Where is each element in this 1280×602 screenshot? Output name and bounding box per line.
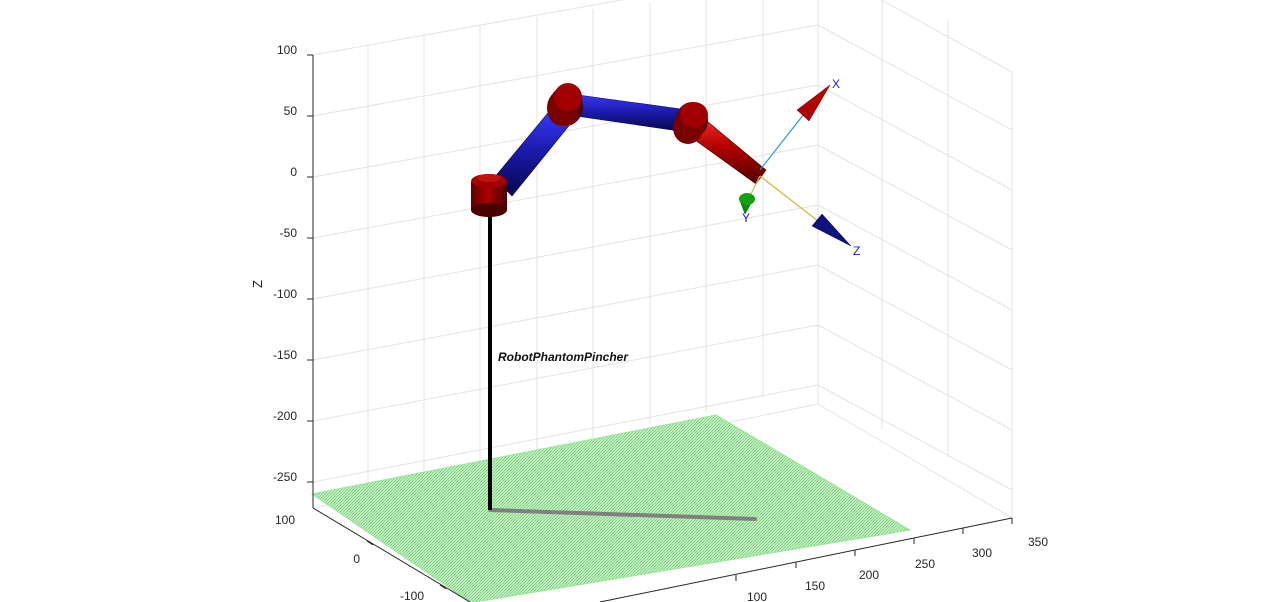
robot-joint-elbow — [673, 102, 708, 144]
end-effector-frame: X Y Z — [738, 77, 860, 258]
z-tick-label: -250 — [273, 470, 297, 484]
frame-z-label: Z — [853, 244, 860, 258]
y-tick-label: 100 — [747, 590, 767, 602]
y-tick-label: 150 — [805, 579, 825, 593]
frame-x-arrow-icon — [796, 84, 831, 122]
y-tick-label: 250 — [915, 557, 935, 571]
robot-joint-shoulder — [547, 83, 583, 126]
y-axis-ticks: 100 150 200 250 300 350 — [735, 518, 1048, 602]
x-tick-label: 100 — [275, 513, 295, 527]
x-axis-ticks: 100 0 -100 — [275, 513, 447, 602]
z-tick-label: -100 — [273, 287, 297, 301]
frame-y-label: Y — [742, 211, 750, 225]
robot-joint-base — [471, 174, 507, 217]
z-tick-label: -150 — [273, 348, 297, 362]
z-tick-label: 100 — [277, 43, 297, 57]
y-tick-label: 200 — [859, 568, 879, 582]
robot-shadow — [488, 508, 757, 521]
z-tick-label: -200 — [273, 409, 297, 423]
z-tick-label: 0 — [290, 165, 297, 179]
robot-arm — [471, 83, 767, 217]
z-tick-label: -50 — [280, 226, 298, 240]
z-axis-label: Z — [250, 280, 265, 288]
frame-z-arrow-icon — [811, 213, 852, 247]
x-tick-label: 0 — [353, 552, 360, 566]
z-axis-ticks: 100 50 0 -50 -100 -150 -200 -250 Z — [250, 43, 313, 484]
z-tick-label: 50 — [284, 104, 298, 118]
x-tick-label: -100 — [400, 589, 424, 602]
y-tick-label: 300 — [972, 546, 992, 560]
y-tick-label: 350 — [1028, 535, 1048, 549]
floor-plane — [310, 414, 912, 602]
frame-x-label: X — [832, 77, 840, 91]
robot-name-label: RobotPhantomPincher — [498, 350, 629, 364]
axes — [312, 55, 1013, 602]
